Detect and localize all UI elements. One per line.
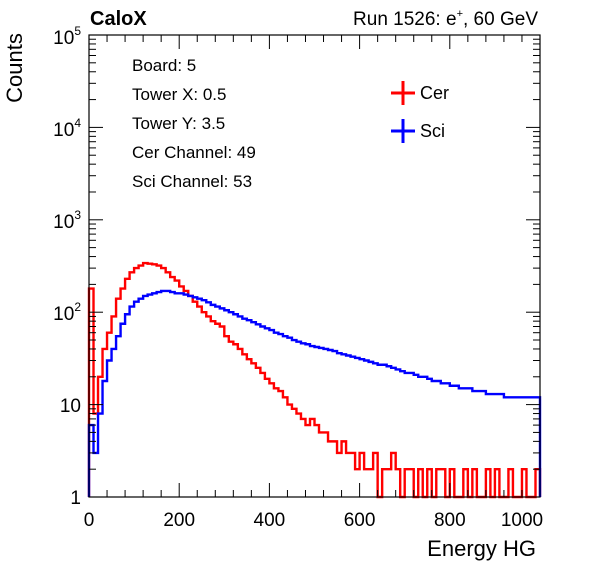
plot-frame	[88, 34, 541, 498]
x-tick-label: 0	[84, 510, 95, 531]
title-left: CaloX	[90, 8, 147, 30]
info-box	[118, 48, 360, 200]
y-tick-label: 10	[60, 396, 81, 417]
y-tick-label: 1	[70, 488, 81, 509]
info-tower-x: Tower X: 0.5	[132, 85, 227, 104]
legend-entry-sci: Sci	[391, 119, 445, 143]
y-axis-label: Counts	[2, 33, 27, 103]
y-tick-label: 102	[53, 300, 81, 325]
legend: Cer Sci	[391, 81, 449, 143]
series-layer	[87, 261, 542, 499]
y-tick-labels: 1 10 102 103 104 105	[53, 24, 81, 509]
y-tick-label: 104	[53, 116, 81, 141]
tick-layer	[88, 35, 541, 498]
series-sci-line	[87, 289, 542, 497]
series-cer-line	[87, 261, 542, 499]
x-tick-labels: 0 200 400 600 800 1000	[84, 510, 543, 531]
x-tick-label: 400	[254, 510, 286, 531]
y-tick-label: 103	[53, 208, 81, 233]
x-tick-label: 1000	[501, 510, 543, 531]
y-tick-label: 105	[53, 24, 81, 49]
x-tick-label: 600	[344, 510, 376, 531]
legend-entry-cer: Cer	[391, 81, 449, 105]
info-board: Board: 5	[132, 56, 196, 75]
info-cer-channel: Cer Channel: 49	[132, 143, 256, 162]
info-sci-channel: Sci Channel: 53	[132, 172, 252, 191]
info-tower-y: Tower Y: 3.5	[132, 114, 225, 133]
x-tick-label: 200	[163, 510, 195, 531]
title-right: Run 1526: e+, 60 GeV	[353, 8, 538, 30]
legend-cer-label: Cer	[420, 83, 449, 103]
x-tick-label: 800	[434, 510, 466, 531]
info-box-text: Board: 5 Tower X: 0.5 Tower Y: 3.5 Cer C…	[132, 56, 256, 191]
x-axis-label: Energy HG	[427, 536, 536, 561]
legend-sci-label: Sci	[420, 121, 445, 141]
